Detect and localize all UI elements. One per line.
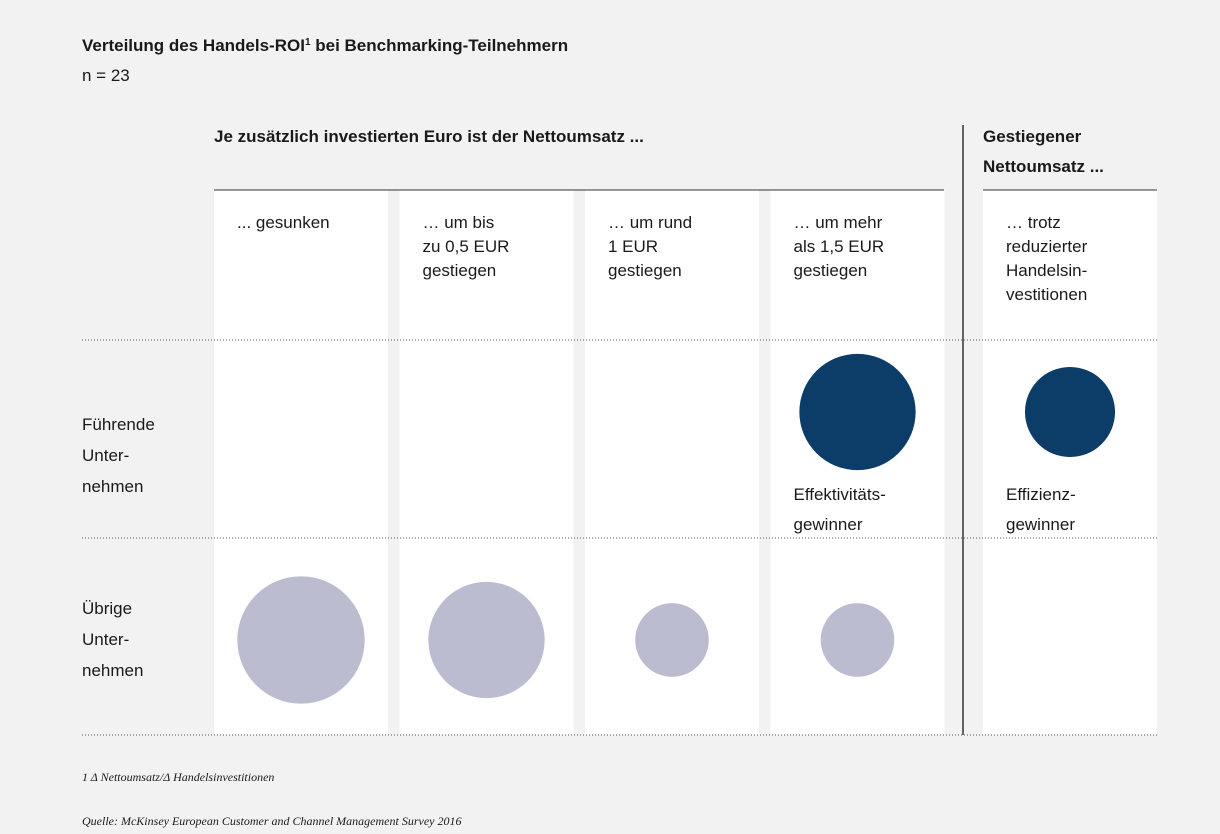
label-line: ... gesunken	[237, 213, 330, 232]
bubble	[635, 603, 709, 677]
source: Quelle: McKinsey European Customer and C…	[82, 814, 461, 828]
label-line: Unter-	[82, 630, 129, 649]
label-line: gewinner	[794, 515, 863, 534]
label-line: Effektivitäts-	[794, 485, 886, 504]
label-line: Je zusätzlich investierten Euro ist der …	[214, 127, 644, 146]
subtitle: n = 23	[82, 66, 130, 85]
label-line: … um mehr	[794, 213, 883, 232]
label-line: 1 EUR	[608, 237, 658, 256]
label-line: Handelsin-	[1006, 261, 1087, 280]
label-line: gestiegen	[794, 261, 868, 280]
label-line: gestiegen	[608, 261, 682, 280]
title-text: bei Benchmarking-Teilnehmern	[311, 36, 569, 55]
title-text: Verteilung des Handels-ROI	[82, 36, 305, 55]
label-line: Effizienz-	[1006, 485, 1076, 504]
bubble	[1024, 366, 1116, 458]
bubble	[237, 576, 365, 704]
label-line: reduzierter	[1006, 237, 1088, 256]
label-line: Unter-	[82, 446, 129, 465]
label-line: Führende	[82, 415, 155, 434]
title-sup: 1	[305, 37, 311, 48]
label-line: zu 0,5 EUR	[423, 237, 510, 256]
label-line: gewinner	[1006, 515, 1075, 534]
label-line: gestiegen	[423, 261, 497, 280]
label-line: … um rund	[608, 213, 692, 232]
label-line: … um bis	[423, 213, 495, 232]
bubble	[799, 353, 916, 471]
label-line: nehmen	[82, 661, 143, 680]
footnote-mark: 1	[82, 770, 88, 784]
label-line: Nettoumsatz ...	[983, 157, 1104, 176]
footnote-text: Δ Nettoumsatz/Δ Handelsinvestitionen	[88, 770, 274, 784]
label-line: als 1,5 EUR	[794, 237, 885, 256]
chart-title: Verteilung des Handels-ROI1 bei Benchmar…	[82, 36, 568, 55]
label-line: Gestiegener	[983, 127, 1082, 146]
label-line: … trotz	[1006, 213, 1061, 232]
label-line: nehmen	[82, 477, 143, 496]
column-panel	[983, 190, 1157, 735]
label-line: Übrige	[82, 599, 132, 618]
footnote: 1 Δ Nettoumsatz/Δ Handelsinvestitionen	[82, 770, 274, 784]
bubble	[428, 581, 545, 699]
bubble	[820, 603, 895, 677]
label-line: vestitionen	[1006, 285, 1087, 304]
